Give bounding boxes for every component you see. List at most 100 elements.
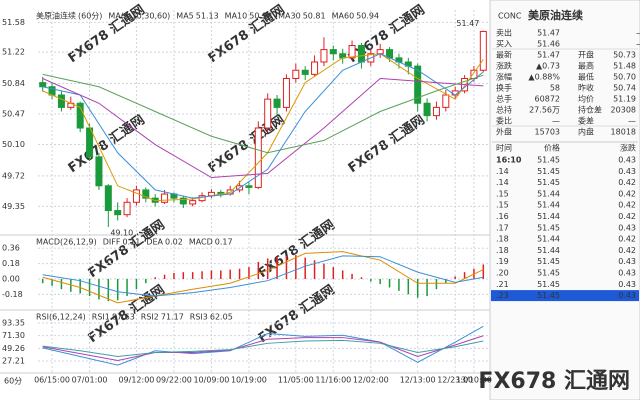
quote-cell: 50.73 xyxy=(613,51,636,60)
x-tick-label: 10/09:00 xyxy=(193,376,229,385)
tick-cell: .19 xyxy=(496,257,509,266)
x-tick-label: 12/02:00 xyxy=(353,376,389,385)
legend: 0.02 xyxy=(165,238,183,247)
y-tick-label: 51.22 xyxy=(2,48,25,57)
indicator-line xyxy=(42,335,484,362)
x-tick-label: 10/19:00 xyxy=(231,376,267,385)
legend: 50.98 xyxy=(249,12,272,21)
y-tick-label: 50.10 xyxy=(2,140,25,149)
candle-body xyxy=(311,61,319,75)
quote-cell: 51.47 xyxy=(537,29,560,38)
tick-cell: 0.42 xyxy=(618,235,636,244)
tick-cell: 0.43 xyxy=(618,223,636,232)
tick-cell: 51.44 xyxy=(537,212,560,221)
tick-cell: 0.42 xyxy=(618,189,636,198)
quote-cell: 涨幅 xyxy=(496,72,512,82)
selected-row xyxy=(491,290,639,302)
ticks-header: 涨跌 xyxy=(620,143,636,153)
legend: 0.17 xyxy=(215,238,233,247)
tick-cell: 16:10 xyxy=(496,156,522,165)
legend: RSI2 xyxy=(141,313,159,322)
quote-code: CONC xyxy=(498,12,522,21)
quote-cell: — xyxy=(628,117,636,126)
y-tick-label: 50.84 xyxy=(2,79,25,88)
legend: MA60 xyxy=(332,12,355,21)
tick-cell: 0.42 xyxy=(618,178,636,187)
legend: 51.13 xyxy=(196,12,219,21)
quote-cell: 卖出 xyxy=(496,28,512,38)
candle-body xyxy=(432,106,440,117)
quote-cell: 18018 xyxy=(611,128,636,137)
quote-cell: 买入 xyxy=(496,40,512,49)
candle-body xyxy=(57,94,65,108)
candle-body xyxy=(357,44,365,63)
y-tick-label: 51.58 xyxy=(2,18,25,27)
indicator-line xyxy=(42,255,484,297)
tick-cell: 0.43 xyxy=(618,156,636,165)
logo: FX678 汇通网 xyxy=(478,369,630,394)
legend: (60分) xyxy=(78,12,102,21)
legend: 0.11 xyxy=(123,238,141,247)
y-tick-label: -0.18 xyxy=(2,290,23,299)
quote-cell: 50.70 xyxy=(613,73,636,82)
candle-body xyxy=(414,65,422,104)
legend: DEA xyxy=(146,238,163,247)
quote-cell: 58 xyxy=(550,84,560,93)
tick-cell: 0.42 xyxy=(618,201,636,210)
tick-cell: 51.44 xyxy=(537,189,560,198)
quote-cell: 60872 xyxy=(535,95,560,104)
tick-cell: 0.42 xyxy=(618,212,636,221)
quote-cell: 均价 xyxy=(578,94,594,104)
quote-cell: 最低 xyxy=(578,72,594,82)
y-tick-label: 49.72 xyxy=(2,171,25,180)
tick-cell: 51.45 xyxy=(537,269,560,278)
legend: MA5 xyxy=(176,12,193,21)
legend: 71.17 xyxy=(161,313,184,322)
quote-cell: 最新 xyxy=(496,50,512,60)
candle-body xyxy=(479,30,487,71)
tick-cell: 0.43 xyxy=(618,291,636,300)
indicator-line xyxy=(42,77,484,179)
y-tick-label: 0.36 xyxy=(2,244,20,253)
y-tick-label: 49.35 xyxy=(2,202,25,211)
candle-body xyxy=(320,49,328,63)
y-tick-label: 71.30 xyxy=(2,331,25,340)
x-tick-label: 11/05:00 xyxy=(278,376,314,385)
y-tick-label: 0.00 xyxy=(2,274,20,283)
legend: 62.05 xyxy=(210,313,233,322)
indicator-line xyxy=(42,339,484,358)
quote-cell: 最高 xyxy=(578,61,594,71)
quote-cell: 涨跌 xyxy=(496,61,512,71)
ticks-header: 时间 xyxy=(496,143,512,153)
legend: DIFF xyxy=(103,238,121,247)
y-tick-label: 50.47 xyxy=(2,109,25,118)
candle-body xyxy=(423,102,431,117)
legend: RSI(6,12,24) xyxy=(36,313,86,322)
y-tick-label: 93.35 xyxy=(2,318,25,327)
ticks-header: 价格 xyxy=(544,143,560,153)
legend: RSI3 xyxy=(190,313,208,322)
quote-cell: 委比 xyxy=(496,116,512,126)
quote-cell: ▲0.88% xyxy=(528,73,560,82)
annotation: 49.10 xyxy=(110,229,133,238)
tick-cell: 0.42 xyxy=(618,246,636,255)
quote-cell: 换手 xyxy=(496,83,512,93)
x-tick-label: 06/15:00 xyxy=(34,376,70,385)
legend: MA30 xyxy=(278,12,301,21)
legend: 美原油连续 xyxy=(36,11,76,21)
quote-cell: 20308 xyxy=(611,106,636,115)
tick-cell: .14 xyxy=(496,167,509,176)
tick-cell: 51.45 xyxy=(537,178,560,187)
quote-cell: 50.74 xyxy=(613,84,636,93)
x-tick-label: 12/13:00 xyxy=(400,376,436,385)
legend: MACD(26,12,9) xyxy=(36,238,97,247)
candle-body xyxy=(189,200,197,205)
quote-cell: 51.46 xyxy=(537,40,560,49)
tick-cell: 51.45 xyxy=(537,223,560,232)
tick-cell: .15 xyxy=(496,201,509,210)
candle-body xyxy=(282,77,290,108)
quote-cell: 开盘 xyxy=(578,50,594,60)
tick-cell: .14 xyxy=(496,178,509,187)
x-tick-label: 12/23:00 xyxy=(437,376,473,385)
candle-body xyxy=(329,49,337,55)
